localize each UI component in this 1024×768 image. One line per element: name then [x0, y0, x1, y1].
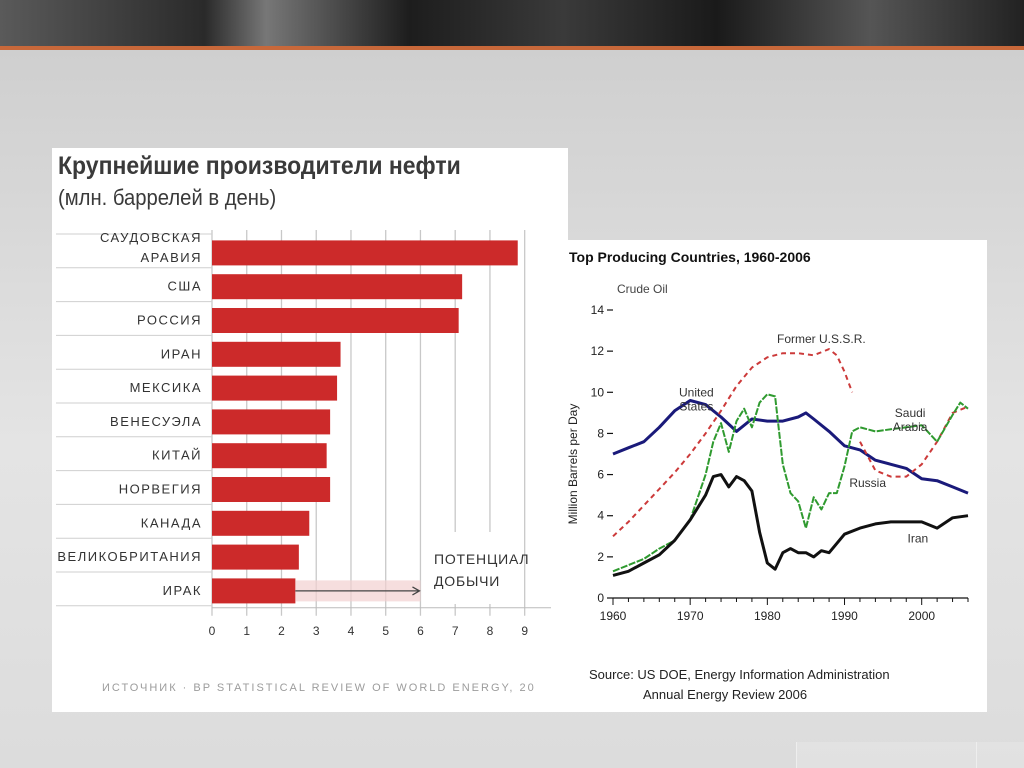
category-label: КАНАДА [141, 515, 202, 530]
x-tick-label: 1 [243, 624, 250, 638]
y-tick-label: 14 [591, 303, 605, 317]
x-tick-label: 5 [382, 624, 389, 638]
chart-source: ИСТОЧНИК · BP STATISTICAL REVIEW OF WORL… [102, 682, 536, 694]
series-line [612, 393, 969, 573]
category-label: ВЕЛИКОБРИТАНИЯ [57, 549, 202, 564]
line-chart-canvas: Crude Oil Million Barrels per Day 0 2 4 6 8 10 1… [566, 282, 969, 623]
x-tick-label: 3 [313, 624, 320, 638]
bar [212, 443, 327, 469]
chart-source-line-2: Annual Energy Review 2006 [643, 687, 808, 702]
top-producing-countries-line-chart: Top Producing Countries, 1960-2006 Crude… [551, 240, 987, 712]
y-tick-label: 2 [597, 550, 604, 564]
chart-title: Top Producing Countries, 1960-2006 [569, 249, 811, 265]
x-tick-label: 7 [452, 624, 459, 638]
category-label: КИТАЙ [152, 448, 202, 463]
footer-cell [796, 742, 977, 768]
y-tick-label: 12 [591, 344, 605, 358]
bar [212, 375, 338, 401]
header-banner-image [0, 0, 1024, 46]
chart-subtitle: (млн. баррелей в день) [58, 185, 277, 210]
category-label: ИРАК [163, 583, 202, 598]
bar [212, 308, 459, 333]
x-tick-label: 4 [348, 624, 355, 638]
bar [212, 578, 296, 604]
series-label: Russia [849, 476, 886, 490]
x-tick-label: 2000 [908, 609, 935, 623]
series-label: United [679, 385, 714, 399]
header-accent-line [0, 46, 1024, 50]
footer-cell [976, 742, 1024, 768]
x-tick-label: 1980 [754, 609, 781, 623]
bar [212, 240, 518, 266]
y-tick-label: 8 [597, 426, 604, 440]
x-tick-label: 1990 [831, 609, 858, 623]
series-line [612, 473, 969, 577]
footer-strip [0, 742, 1024, 768]
category-label: ВЕНЕСУЭЛА [110, 414, 202, 429]
category-label: США [168, 279, 202, 294]
bar [212, 477, 331, 502]
x-tick-label: 1970 [677, 609, 704, 623]
bar [212, 274, 463, 300]
category-label: НОРВЕГИЯ [119, 482, 202, 497]
annotation-text: ДОБЫЧИ [434, 573, 500, 589]
bar [212, 544, 299, 570]
x-tick-label: 1960 [600, 609, 627, 623]
category-label: РОССИЯ [137, 313, 202, 328]
arrow-head [412, 586, 421, 596]
y-tick-label: 4 [597, 509, 604, 523]
series-label: Saudi [895, 406, 926, 420]
series-label: Former U.S.S.R. [777, 332, 866, 346]
y-tick-label: 6 [597, 468, 604, 482]
bar [212, 341, 341, 367]
y-tick-label: 0 [597, 591, 604, 605]
x-tick-label: 6 [417, 624, 424, 638]
series-line [612, 348, 854, 538]
annotation-text: ПОТЕНЦИАЛ [434, 551, 529, 567]
series-line [612, 399, 969, 495]
x-tick-label: 0 [209, 624, 216, 638]
category-label: АРАВИЯ [140, 250, 202, 265]
category-label: ИРАН [161, 346, 202, 361]
bar [212, 409, 331, 435]
chart-source-line-1: Source: US DOE, Energy Information Admin… [589, 667, 890, 682]
y-axis-label: Million Barrels per Day [566, 404, 580, 525]
chart-subtitle: Crude Oil [617, 282, 668, 296]
series-label: Arabia [893, 420, 928, 434]
annotation-box [424, 532, 520, 604]
chart-title: Крупнейшие производители нефти [58, 152, 461, 180]
category-label: САУДОВСКАЯ [100, 230, 202, 245]
x-tick-label: 9 [521, 624, 528, 638]
x-tick-label: 8 [487, 624, 494, 638]
bar-chart-canvas: САУДОВСКАЯ АРАВИЯ США РОССИЯ ИРАН МЕКСИКА ВЕНЕ… [56, 230, 552, 638]
y-tick-label: 10 [591, 385, 605, 399]
series-label: States [679, 399, 713, 413]
x-tick-label: 2 [278, 624, 285, 638]
series-label: Iran [907, 531, 928, 545]
oil-producers-bar-chart: Крупнейшие производители нефти (млн. бар… [52, 148, 568, 712]
bar [212, 510, 310, 536]
category-label: МЕКСИКА [130, 380, 202, 395]
